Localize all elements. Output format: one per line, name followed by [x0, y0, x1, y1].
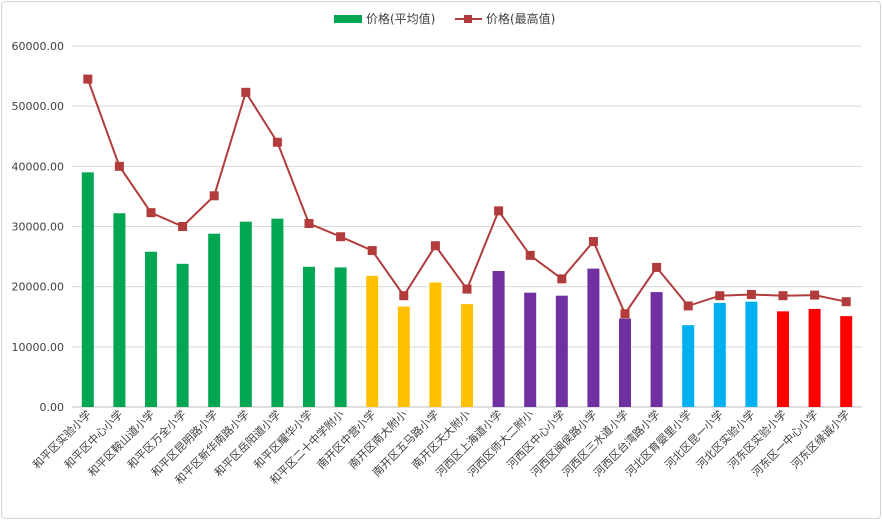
bar [587, 268, 600, 407]
line-point [715, 291, 725, 301]
bar [429, 282, 442, 407]
bar [777, 311, 789, 407]
bar [176, 263, 189, 407]
bar [745, 301, 758, 407]
line-point [494, 206, 504, 216]
y-tick-label: 0.00 [40, 401, 65, 414]
bar [650, 292, 663, 407]
line-point [810, 290, 820, 300]
y-tick-label: 20000.00 [12, 281, 65, 294]
line-point [304, 218, 314, 228]
bar [397, 306, 410, 407]
line-point [557, 274, 567, 284]
line-point [114, 161, 124, 171]
legend: 价格(平均值) 价格(最高值) [334, 11, 555, 26]
line-series [83, 74, 851, 319]
bar [366, 275, 379, 407]
line-point [683, 301, 693, 311]
line-point [241, 87, 251, 97]
legend-bar-swatch [334, 15, 362, 23]
bar [808, 308, 821, 407]
y-tick-label: 60000.00 [12, 40, 65, 53]
line-point [272, 137, 282, 147]
line-point [841, 297, 851, 307]
y-tick-label: 40000.00 [12, 160, 65, 173]
bar [334, 267, 347, 407]
bar [492, 271, 505, 407]
line-point [399, 291, 409, 301]
y-tick-label: 10000.00 [12, 341, 65, 354]
bar [555, 295, 568, 407]
line-point [430, 241, 440, 251]
line-point [209, 191, 219, 201]
line-point [367, 246, 377, 256]
bar [239, 221, 252, 407]
x-axis: 和平区实验小学和平区中心小学和平区鞍山道小学和平区万全小学和平区昆明路小学和平区… [30, 407, 853, 487]
line-series-path [86, 78, 847, 316]
legend-line-label: 价格(最高值) [486, 11, 555, 26]
line-point [778, 291, 788, 301]
bar [840, 316, 853, 407]
bar [113, 213, 126, 407]
bar [81, 172, 94, 407]
y-tick-label: 30000.00 [12, 221, 65, 234]
line-point [746, 289, 756, 299]
line-point [620, 309, 630, 319]
line-point [588, 237, 598, 247]
line-point [178, 222, 188, 231]
legend-bar-label: 价格(平均值) [366, 11, 435, 26]
bar-series [81, 172, 853, 407]
line-point [652, 262, 662, 272]
y-tick-label: 50000.00 [12, 100, 65, 113]
legend-line-marker [464, 15, 472, 23]
bar [303, 266, 315, 407]
line-point [462, 284, 472, 294]
bar [208, 233, 221, 407]
line-point [83, 74, 93, 84]
bar [271, 218, 284, 407]
bar [461, 304, 473, 407]
y-axis: 0.00 10000.00 20000.00 30000.00 40000.00 5000… [12, 40, 65, 414]
bar [145, 251, 157, 407]
gridlines [72, 45, 862, 408]
bar [619, 318, 631, 407]
bar [524, 292, 537, 407]
bar [713, 302, 726, 407]
line-point [146, 208, 156, 218]
bar [682, 325, 695, 407]
line-point [525, 250, 535, 260]
line-point [336, 232, 346, 242]
